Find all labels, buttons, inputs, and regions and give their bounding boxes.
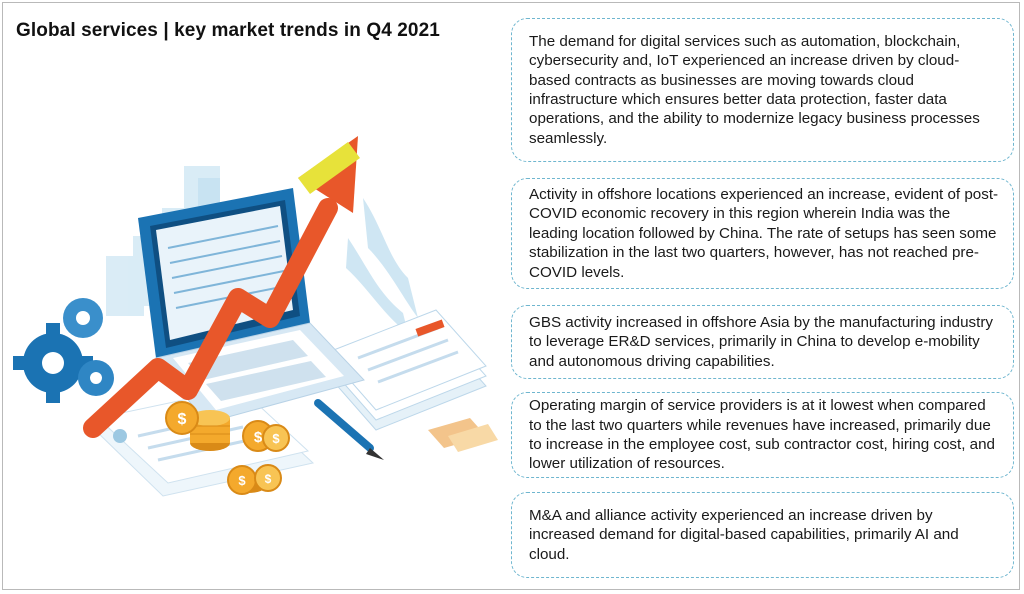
pencil-icon (314, 399, 384, 460)
documents-right (325, 309, 498, 452)
page-title: Global services | key market trends in Q… (16, 20, 440, 41)
trend-card-gbs-activity: GBS activity increased in offshore Asia … (511, 305, 1014, 379)
background-waves (346, 198, 418, 333)
svg-text:$: $ (178, 411, 187, 428)
laptop-growth-chart-illustration: $ $ $ $ $ (13, 136, 498, 497)
trend-text: The demand for digital services such as … (529, 32, 980, 147)
svg-text:$: $ (265, 472, 272, 486)
svg-text:$: $ (238, 473, 246, 488)
growth-arrow-icon (83, 136, 360, 438)
svg-text:$: $ (272, 431, 280, 446)
trend-text: Operating margin of service providers is… (529, 397, 995, 473)
coins-icon: $ $ $ $ $ (165, 401, 290, 495)
trend-text: M&A and alliance activity experienced an… (529, 506, 959, 563)
trend-card-offshore-activity: Activity in offshore locations experienc… (511, 178, 1014, 289)
trend-text: Activity in offshore locations experienc… (529, 185, 999, 281)
gear-icon (13, 298, 114, 403)
svg-text:$: $ (254, 429, 263, 446)
trend-card-digital-services: The demand for digital services such as … (511, 18, 1014, 162)
trend-card-operating-margin: Operating margin of service providers is… (511, 392, 1014, 478)
trend-text: GBS activity increased in offshore Asia … (529, 313, 994, 370)
trend-card-ma-alliance: M&A and alliance activity experienced an… (511, 492, 1014, 578)
